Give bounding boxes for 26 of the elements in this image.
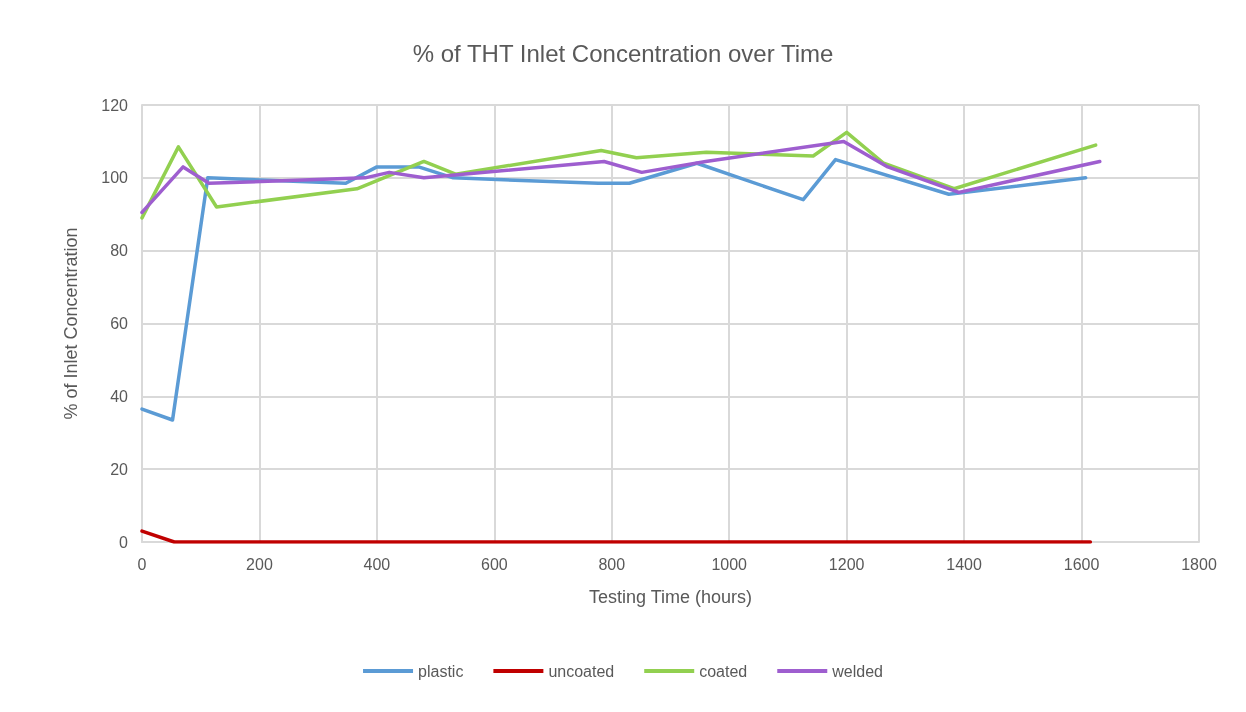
x-tick-label: 1200 <box>828 555 865 573</box>
legend-label: plastic <box>418 662 464 680</box>
line-series <box>140 139 1102 215</box>
x-tick-label: 1800 <box>1181 555 1217 573</box>
x-tick-label: 1000 <box>711 555 748 573</box>
y-tick-label: 60 <box>110 315 129 332</box>
x-tick-label: 600 <box>480 555 508 573</box>
y-tick-label: 20 <box>110 460 129 478</box>
x-tick-label: 0 <box>137 555 147 573</box>
x-axis-title: Testing Time (hours) <box>588 587 753 607</box>
x-tick-label: 1400 <box>946 555 983 573</box>
x-tick-label: 800 <box>598 555 626 573</box>
y-tick-label: 80 <box>110 242 129 260</box>
chart-title: % of THT Inlet Concentration over Time <box>412 39 834 67</box>
legend-label: welded <box>831 662 883 680</box>
legend-label: coated <box>699 662 748 680</box>
x-tick-label: 400 <box>363 555 391 573</box>
legend-label: uncoated <box>548 662 615 680</box>
x-tick-label: 1600 <box>1063 555 1100 573</box>
y-tick-label: 40 <box>110 387 129 405</box>
y-tick-label: 120 <box>101 96 129 114</box>
y-tick-label: 0 <box>119 533 129 551</box>
y-tick-label: 100 <box>101 169 129 187</box>
x-tick-label: 200 <box>246 555 273 573</box>
y-axis-title: % of Inlet Concentration <box>61 227 81 420</box>
line-series <box>140 157 1088 422</box>
